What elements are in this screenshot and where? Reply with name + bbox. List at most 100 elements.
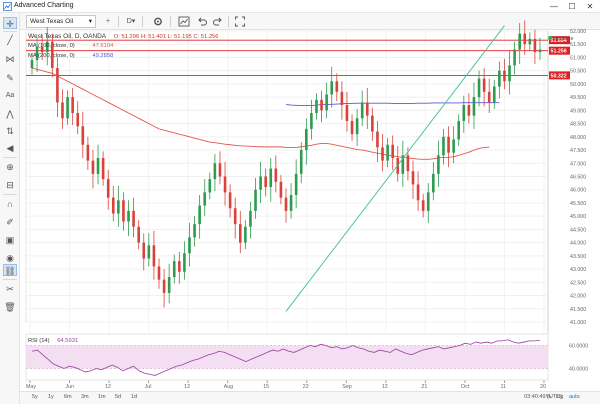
candle [518,23,521,65]
divider [170,16,171,27]
divider [3,157,17,158]
candle-body [152,245,156,267]
candle [117,185,120,227]
timeframe-1y[interactable]: 1y [48,394,54,400]
candle [371,107,374,141]
candle-body [310,113,313,129]
candle-body [249,210,252,227]
candle [294,159,298,209]
log-scale-button[interactable]: log [556,394,564,400]
candle-body [406,155,410,172]
candle [35,37,39,73]
candle [477,70,481,107]
x-tick-label: Jul [145,384,152,390]
candle [274,155,278,193]
undo-icon[interactable] [196,15,208,28]
symbol-search-input[interactable]: West Texas Oil ▾ [26,15,96,28]
trash-icon[interactable]: 🗑 [4,302,16,312]
candle [111,185,115,222]
timeframe-1m[interactable]: 1m [98,394,106,400]
candle-body [56,68,59,103]
candle [437,140,440,188]
timeframe-5d[interactable]: 5d [115,394,122,400]
candle [81,111,85,158]
arrow-icon[interactable]: ◀ [6,143,14,153]
y-tick-label: 47.500 [570,148,586,154]
candle-body [172,261,176,278]
candle-body [523,33,527,45]
fullscreen-icon[interactable] [234,15,246,28]
prediction-icon[interactable]: ⇅ [6,126,14,136]
pattern-icon[interactable]: ⋀ [6,109,14,119]
candle-body [71,97,74,114]
candle [284,188,288,223]
maximize-button[interactable]: ☐ [568,2,576,11]
fib-icon[interactable]: ⋈ [5,54,15,64]
trendline [285,25,505,312]
close-button[interactable]: ✕ [586,2,594,11]
timeframe-5y[interactable]: 5y [32,394,38,400]
add-symbol-button[interactable]: + [105,18,111,25]
candle-body [411,171,415,185]
candle [213,154,217,192]
candle [162,269,166,308]
rsi-tick-label: 60.0000 [569,344,588,350]
candle-body [305,128,308,151]
candle-body [66,97,69,119]
settings-icon[interactable] [152,15,164,28]
auto-scale-button[interactable]: auto [569,394,580,400]
candle-body [51,41,54,69]
brush-icon[interactable]: ✎ [6,73,14,83]
magnet-icon[interactable]: ∩ [6,199,14,209]
interval-button[interactable]: D▾ [122,15,140,28]
y-tick-label: 51.500 [570,42,586,48]
app-icon [3,2,12,11]
percent-scale-button[interactable]: % [546,394,551,400]
timeframe-3m[interactable]: 3m [81,394,89,400]
candle-body [193,224,196,238]
drawing-tools-sidebar: ✛ ╱ ⋈ ✎ Aa ⋀ ⇅ ◀ ⊕ ⊟ ∩ ✐ ▣ ◉ ⛓ ✂ 🗑 [0,13,20,404]
rsi-value: 64.5931 [57,338,79,344]
y-tick-label: 51.000 [570,55,586,61]
x-tick-label: Jun [66,384,75,390]
text-icon[interactable]: Aa [5,92,15,99]
price-label-text: 51.654 [551,38,567,44]
trendline-icon[interactable]: ╱ [7,35,13,45]
scissors-icon[interactable]: ✂ [6,284,14,294]
eye-icon[interactable]: ◉ [6,253,14,263]
candle [228,184,232,218]
crosshair-icon[interactable]: ✛ [3,17,17,29]
timeframe-6m[interactable]: 6m [64,394,72,400]
candle [244,220,247,250]
bottom-bar: 5y 1y 6m 3m 1m 5d 1d 03:40:49 (UTC) % lo… [20,391,600,404]
candle-body [81,126,85,145]
candle-body [498,70,501,87]
candle [305,118,308,165]
timeframe-1d[interactable]: 1d [131,394,138,400]
candle [188,222,191,267]
y-tick-label: 44.000 [570,241,586,247]
x-tick-label: 15 [263,384,269,390]
candle [426,183,430,223]
redo-icon[interactable] [212,15,224,28]
zoom-icon[interactable]: ⊕ [6,162,14,172]
lock-icon[interactable]: ▣ [5,235,15,245]
pencil-icon[interactable]: ✐ [6,217,14,227]
y-tick-label: 49.500 [570,95,586,101]
candle [513,41,516,75]
x-tick-label: 12 [382,384,388,390]
divider [3,194,17,195]
ma100-line [31,67,490,160]
candle-body [178,261,181,272]
realtime-indicator: realtime [548,36,574,42]
compare-icon[interactable] [178,15,190,28]
candle-body [259,176,262,190]
link-icon[interactable]: ⛓ [3,264,17,276]
minimize-button[interactable]: — [550,2,558,11]
price-label-box [549,46,570,55]
x-tick-label: 20 [540,384,546,390]
window-titlebar: Advanced Charting — ☐ ✕ [0,0,600,13]
interval-label: D [126,18,132,25]
measure-icon[interactable]: ⊟ [6,180,14,190]
